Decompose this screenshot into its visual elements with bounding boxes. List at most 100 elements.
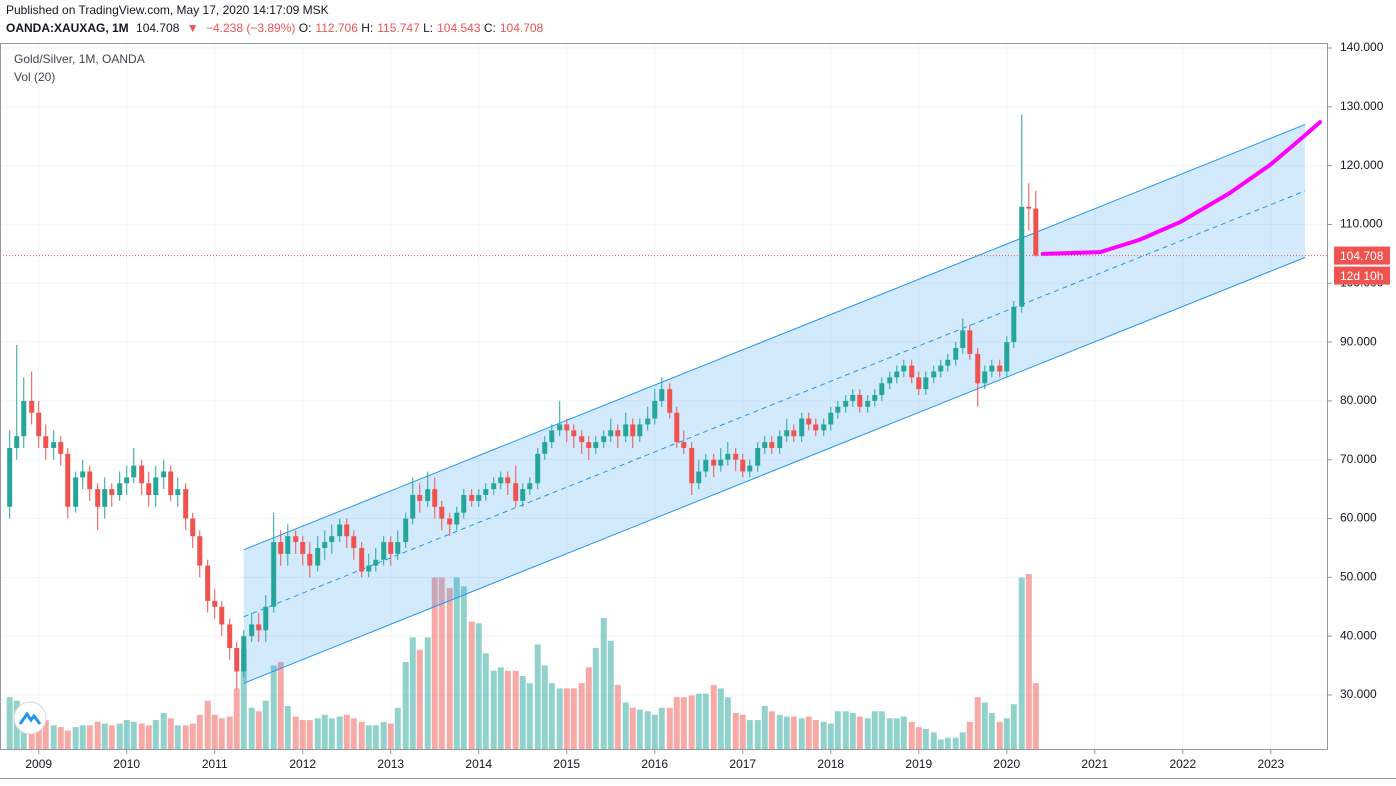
volume-bar [314,718,321,750]
candle-body [1026,206,1032,209]
candles [7,114,1039,690]
volume-bar [974,697,981,750]
change: −4.238 (−3.89%) [206,21,295,35]
volume-bar [277,662,284,750]
candle-body [131,465,137,478]
candle-body [51,442,57,448]
logo-mark[interactable] [18,711,42,725]
candle-body [469,495,475,501]
volume-bar [336,716,343,750]
candle-body [322,542,328,548]
y-tick-label: 130.000 [1340,99,1384,113]
volume-bar [761,706,768,750]
y-tick-label: 140.000 [1340,40,1384,54]
candle-body [909,365,915,378]
volume-bar [255,711,262,750]
volume-bar [387,723,394,750]
volume-bar [512,670,519,750]
candle-body [249,624,255,637]
candle-body [153,477,159,496]
candle-body [850,395,856,401]
candle-body [579,436,585,443]
candle-body [373,559,379,566]
volume-bar [666,707,673,750]
volume-bar [306,720,313,750]
volume-bar [680,697,687,750]
x-tick-label: 2011 [202,757,228,771]
candle-body [762,442,768,448]
change-arrow: ▼ [187,21,199,35]
volume-bar [57,727,64,750]
candle-body [212,600,218,607]
channel-upper [243,123,1306,551]
volume-bar [856,716,863,750]
volume-bar [768,711,775,750]
candle-body [740,459,746,472]
volume-bar [996,721,1003,750]
candle-body [791,430,797,437]
volume-bar [908,721,915,750]
price-label: 104.708 [1340,249,1384,263]
candle-body [293,536,299,543]
candle-body [615,430,621,437]
volume-bar [871,711,878,750]
volume-bar [343,714,350,750]
volume-bar [6,697,13,750]
volume-bar [424,637,431,750]
candle-body [703,459,709,472]
tradingview-logo[interactable] [13,701,47,735]
candle-body [989,365,995,372]
candle-body [454,512,460,525]
channel [243,123,1306,684]
candle-body [1033,208,1039,256]
x-tick-label: 2020 [993,757,1020,771]
volume-bar [1025,574,1032,750]
volume-bar [519,676,526,750]
volume-bar [152,720,159,750]
volume-bar [600,618,607,750]
candle-body [315,547,321,566]
candle-body [65,453,71,507]
volume-bar [160,713,167,750]
candle-body [190,518,196,537]
volume-bar [372,725,379,750]
volume-bar [416,649,423,750]
candle-body [344,524,350,537]
volume-bar [504,670,511,750]
candle-body [564,424,570,431]
pane-title: Gold/Silver, 1M, OANDA [14,52,145,66]
candle-body [1011,306,1017,343]
candle-body [865,400,871,407]
candle-body [205,565,211,601]
volume-bar [72,727,79,750]
volume-bar [548,683,555,750]
volume-bar [211,714,218,750]
candle-body [124,477,130,484]
volume-bar [196,714,203,750]
volume-bar [138,723,145,750]
volume-bar [394,707,401,750]
volume-bar [607,640,614,750]
candle-body [872,395,878,401]
volume-bar [746,720,753,750]
countdown-bg [1334,266,1390,285]
x-tick-label: 2018 [817,757,844,771]
last-price: 104.708 [136,21,180,35]
candle-body [967,330,973,354]
candle-body [410,495,416,519]
volume-bar [50,725,57,750]
y-tick-label: 80.000 [1340,393,1377,407]
candle-body [337,524,343,537]
candle-body [491,483,497,490]
volume-bar [688,695,695,750]
c-value: 104.708 [500,21,544,35]
volume-bar [123,720,130,750]
candle-body [307,553,313,566]
volume-bar [717,688,724,750]
candle-body [608,430,614,437]
candle-body [931,371,937,378]
candle-body [36,412,42,437]
candle-body [857,395,863,407]
volume-bar [64,730,71,750]
volume-bar [658,707,665,750]
